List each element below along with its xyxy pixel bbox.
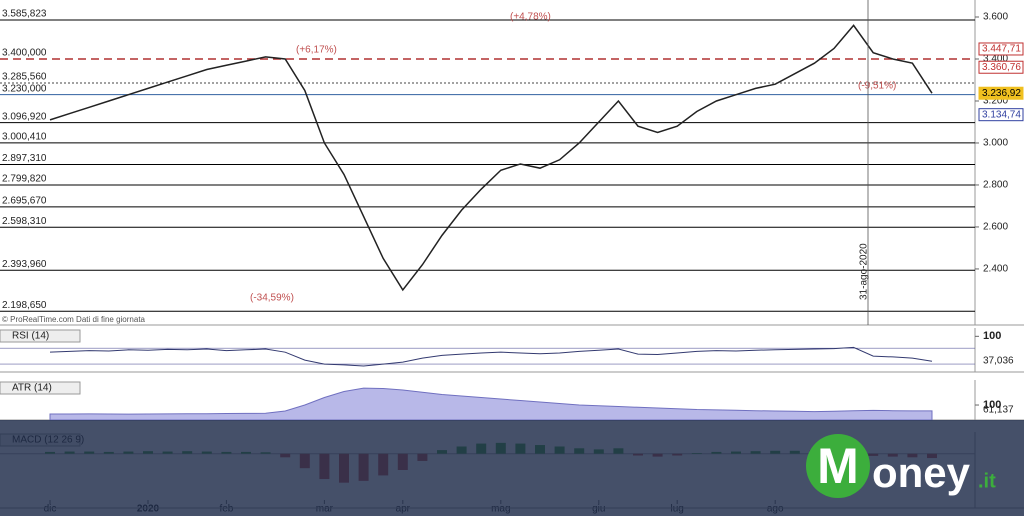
panel-title-bg bbox=[0, 381, 81, 395]
y-tick-label: 2.400 bbox=[983, 264, 1008, 275]
current-value: 61,137 bbox=[983, 405, 1014, 416]
price-label-box bbox=[978, 42, 1024, 56]
annotation: (-9,51%) bbox=[858, 81, 896, 92]
y-tick-label: 2.600 bbox=[983, 222, 1008, 233]
source: © ProRealTime.com Dati di fine giornata bbox=[2, 315, 146, 324]
level-label: 2.598,310 bbox=[2, 216, 47, 227]
panel-title: RSI (14) bbox=[12, 331, 49, 342]
logo-text: oney bbox=[872, 449, 971, 496]
level-label: 3.230,000 bbox=[2, 83, 47, 94]
series-line bbox=[49, 346, 933, 367]
y-tick-label: 3.600 bbox=[983, 12, 1008, 23]
level-label: 2.393,960 bbox=[2, 259, 47, 270]
level-label: 3.096,920 bbox=[2, 111, 47, 122]
level-label: 2.897,310 bbox=[2, 153, 47, 164]
y-tick-label: 3.000 bbox=[983, 138, 1008, 149]
price-label: 3.236,92 bbox=[982, 88, 1021, 99]
logo-initial: M bbox=[817, 438, 859, 494]
price-label: 3.134,74 bbox=[982, 109, 1021, 120]
price-label-box bbox=[978, 60, 1024, 74]
price-label: 3.360,76 bbox=[982, 62, 1021, 73]
level-label: 3.585,823 bbox=[2, 9, 47, 20]
current-value: 37,036 bbox=[983, 356, 1014, 367]
y-tick-label: 3.400 bbox=[983, 54, 1008, 65]
price-label-box bbox=[978, 86, 1024, 100]
annotation: (+4,78%) bbox=[510, 12, 551, 23]
level-label: 2.695,670 bbox=[2, 196, 47, 207]
level-label: 3.000,410 bbox=[2, 132, 47, 143]
annotation: (+6,17%) bbox=[296, 45, 337, 56]
annotation: 31-ago-2020 bbox=[859, 243, 870, 300]
level-label: 3.285,560 bbox=[2, 72, 47, 83]
series-line bbox=[49, 24, 933, 292]
level-label: 2.799,820 bbox=[2, 174, 47, 185]
y-tick-label: 100 bbox=[983, 330, 1001, 342]
annotation: (-34,59%) bbox=[250, 293, 294, 304]
y-tick-label: 100 bbox=[983, 399, 1001, 411]
level-label: 3.400,000 bbox=[2, 48, 47, 59]
logo-suffix: .it bbox=[978, 470, 996, 492]
logo-circle bbox=[806, 434, 870, 498]
y-tick-label: 2.800 bbox=[983, 180, 1008, 191]
level-label: 2.198,650 bbox=[2, 300, 47, 311]
watermark-band bbox=[0, 420, 1024, 516]
series-area bbox=[49, 387, 933, 421]
panel-title-bg bbox=[0, 329, 81, 343]
panel-title: ATR (14) bbox=[12, 383, 52, 394]
price-label-box bbox=[978, 108, 1024, 122]
y-tick-label: 3.200 bbox=[983, 96, 1008, 107]
price-label: 3.447,71 bbox=[982, 44, 1021, 55]
